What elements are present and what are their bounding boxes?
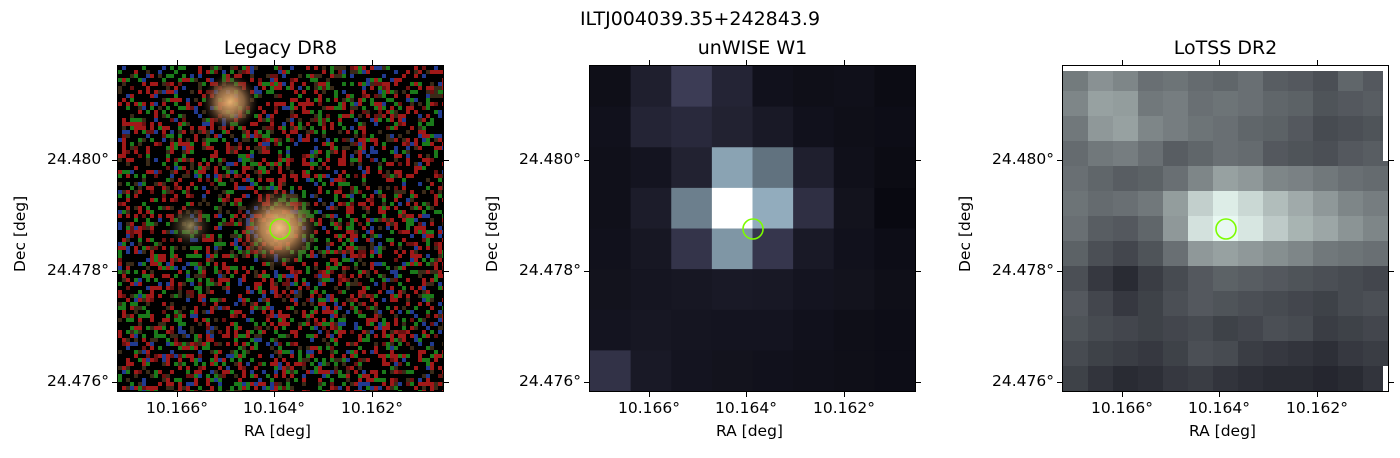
x-tick-label: 10.162°	[341, 399, 403, 417]
y-tick	[1057, 382, 1062, 383]
y-tick	[584, 382, 589, 383]
x-tick-top	[274, 60, 275, 65]
x-tick-label: 10.164°	[1188, 399, 1250, 417]
y-tick-label: 24.476°	[47, 372, 109, 390]
y-tick-label: 24.478°	[519, 261, 581, 279]
y-tick-right	[1389, 160, 1394, 161]
x-tick	[274, 392, 275, 397]
y-tick-label: 24.478°	[47, 261, 109, 279]
source-blob-top	[202, 74, 258, 130]
source-blob-left	[168, 204, 212, 248]
y-tick-label: 24.480°	[992, 150, 1054, 168]
panel-title: unWISE W1	[697, 37, 808, 59]
y-tick	[584, 271, 589, 272]
x-tick-top	[649, 60, 650, 65]
x-tick-label: 10.162°	[813, 399, 875, 417]
x-tick-label: 10.164°	[243, 399, 305, 417]
x-tick-top	[844, 60, 845, 65]
y-tick-right	[916, 160, 921, 161]
unwise-image	[589, 65, 916, 392]
legacy-image	[117, 65, 444, 392]
y-tick	[112, 382, 117, 383]
panel-title: LoTSS DR2	[1173, 37, 1278, 59]
y-tick-right	[1389, 382, 1394, 383]
y-tick-label: 24.480°	[47, 150, 109, 168]
x-tick-top	[1317, 60, 1318, 65]
x-tick-top	[746, 60, 747, 65]
x-tick-label: 10.166°	[146, 399, 208, 417]
x-tick-top	[177, 60, 178, 65]
y-axis-title: Dec [deg]	[483, 195, 501, 272]
x-tick-label: 10.166°	[618, 399, 680, 417]
x-tick	[372, 392, 373, 397]
x-tick-top	[1122, 60, 1123, 65]
x-tick	[844, 392, 845, 397]
y-tick	[584, 160, 589, 161]
x-tick-label: 10.162°	[1286, 399, 1348, 417]
figure-title: ILTJ004039.35+242843.9	[579, 8, 821, 30]
unwise-pixel-grid	[590, 66, 915, 391]
y-tick-right	[444, 382, 449, 383]
lotss-pixel-grid	[1063, 66, 1388, 391]
y-tick	[1057, 271, 1062, 272]
panel-title: Legacy DR8	[223, 37, 338, 59]
lotss-image	[1062, 65, 1389, 392]
target-marker-circle	[742, 218, 764, 240]
source-blob-main	[239, 188, 319, 268]
x-tick	[746, 392, 747, 397]
x-tick-label: 10.166°	[1091, 399, 1153, 417]
y-axis-title: Dec [deg]	[11, 195, 29, 272]
y-tick-label: 24.476°	[519, 372, 581, 390]
x-tick	[1219, 392, 1220, 397]
x-axis-title: RA [deg]	[244, 422, 311, 440]
y-tick-right	[444, 160, 449, 161]
y-tick	[1057, 160, 1062, 161]
y-axis-title: Dec [deg]	[956, 195, 974, 272]
x-tick	[177, 392, 178, 397]
x-tick	[1317, 392, 1318, 397]
y-tick-right	[444, 271, 449, 272]
x-tick-top	[1219, 60, 1220, 65]
y-tick-right	[916, 382, 921, 383]
x-axis-title: RA [deg]	[1189, 422, 1256, 440]
x-tick-top	[372, 60, 373, 65]
y-tick-label: 24.476°	[992, 372, 1054, 390]
y-tick-label: 24.478°	[992, 261, 1054, 279]
target-marker-circle	[1215, 218, 1237, 240]
y-tick	[112, 160, 117, 161]
y-tick-right	[916, 271, 921, 272]
x-axis-title: RA [deg]	[716, 422, 783, 440]
x-tick-label: 10.164°	[715, 399, 777, 417]
y-tick	[112, 271, 117, 272]
y-tick-label: 24.480°	[519, 150, 581, 168]
y-tick-right	[1389, 271, 1394, 272]
target-marker-circle	[269, 218, 291, 240]
x-tick	[649, 392, 650, 397]
x-tick	[1122, 392, 1123, 397]
